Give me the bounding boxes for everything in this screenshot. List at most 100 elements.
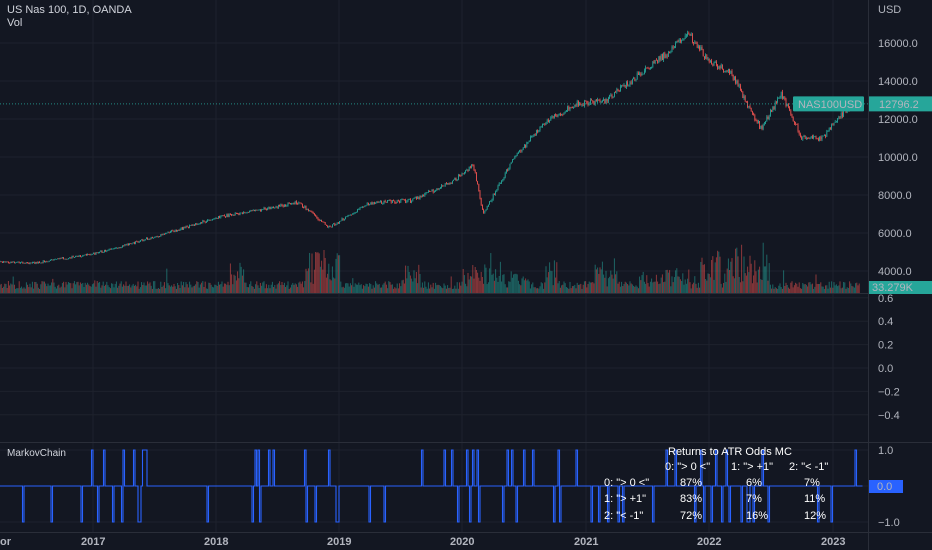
candle-body bbox=[129, 243, 130, 245]
volume-bar bbox=[461, 281, 463, 293]
volume-bar bbox=[347, 283, 349, 293]
volume-bar bbox=[78, 285, 80, 293]
volume-bar bbox=[101, 285, 103, 293]
candle-body bbox=[803, 135, 805, 137]
volume-bar bbox=[580, 283, 582, 293]
candle-body bbox=[225, 216, 226, 218]
volume-bar bbox=[515, 273, 517, 293]
volume-bar bbox=[196, 281, 198, 293]
volume-bar bbox=[551, 271, 553, 293]
candle-body bbox=[9, 262, 10, 264]
candle-body bbox=[573, 106, 574, 108]
candle-body bbox=[814, 136, 816, 138]
volume-bar bbox=[558, 281, 560, 293]
volume-bar bbox=[840, 288, 842, 293]
volume-bar bbox=[592, 282, 594, 293]
volume-bar bbox=[774, 287, 776, 293]
volume-bar bbox=[525, 278, 527, 293]
candle-body bbox=[220, 216, 222, 218]
candle-body bbox=[272, 206, 273, 208]
candle-body bbox=[165, 233, 166, 235]
indicator-name[interactable]: MarkovChain bbox=[7, 448, 66, 459]
volume-bar bbox=[731, 258, 733, 293]
candle-body bbox=[426, 192, 428, 194]
volume-bar bbox=[433, 288, 435, 293]
candle-body bbox=[261, 209, 262, 211]
volume-bar bbox=[203, 286, 205, 293]
candle-body bbox=[132, 242, 134, 244]
candle-body bbox=[618, 90, 620, 92]
candle-body bbox=[2, 261, 3, 263]
candle-body bbox=[17, 261, 19, 263]
candle-body bbox=[0, 261, 2, 263]
volume-bar bbox=[721, 287, 723, 293]
candle-body bbox=[219, 216, 220, 218]
candle-body bbox=[429, 190, 430, 192]
candle-body bbox=[531, 136, 532, 138]
candle-body bbox=[815, 136, 817, 139]
candle-body bbox=[135, 241, 136, 244]
volume-bar bbox=[322, 269, 324, 293]
candle-body bbox=[470, 166, 471, 168]
volume-bar bbox=[694, 276, 696, 293]
candle-body bbox=[239, 212, 241, 215]
candle-body bbox=[195, 223, 196, 226]
candle-body bbox=[310, 210, 312, 212]
volume-bar bbox=[331, 266, 333, 293]
candle-body bbox=[582, 104, 584, 106]
volume-bar bbox=[336, 253, 338, 293]
candle-body bbox=[399, 200, 400, 203]
candle-body bbox=[148, 238, 150, 240]
candle-body bbox=[69, 257, 70, 259]
volume-bar bbox=[654, 281, 656, 293]
volume-bar bbox=[414, 278, 416, 293]
volume-bar bbox=[371, 288, 373, 293]
volume-bar bbox=[591, 282, 593, 293]
volume-bar bbox=[376, 283, 378, 293]
volume-bar bbox=[84, 282, 86, 293]
candle-body bbox=[425, 192, 427, 194]
candle-body bbox=[536, 130, 537, 136]
volume-bar bbox=[174, 286, 176, 293]
volume-bar bbox=[105, 284, 107, 293]
volume-bar bbox=[687, 278, 689, 293]
volume-bar bbox=[605, 270, 607, 293]
candle-body bbox=[336, 222, 338, 225]
candle-body bbox=[245, 212, 247, 214]
volume-bar bbox=[581, 288, 583, 293]
volume-bar bbox=[355, 284, 357, 293]
volume-bar bbox=[397, 288, 399, 293]
volume-bar bbox=[683, 284, 685, 293]
volume-bar bbox=[335, 258, 337, 293]
candle-body bbox=[297, 203, 298, 205]
candle-body bbox=[808, 138, 810, 139]
volume-bar bbox=[847, 288, 849, 293]
volume-legend-label[interactable]: Vol bbox=[7, 17, 23, 29]
candle-body bbox=[88, 254, 90, 255]
candle-body bbox=[585, 100, 586, 102]
volume-bar bbox=[207, 288, 209, 293]
table-row-label: 0: "> 0 <" bbox=[604, 477, 649, 489]
volume-bar bbox=[389, 282, 391, 293]
candle-body bbox=[790, 110, 792, 115]
volume-bar bbox=[797, 286, 799, 293]
volume-bar bbox=[514, 273, 516, 293]
candle-body bbox=[438, 188, 440, 190]
indicator-badge-text: 0.0 bbox=[877, 481, 892, 493]
volume-bar bbox=[297, 286, 299, 293]
candle-body bbox=[352, 213, 354, 215]
volume-bar bbox=[23, 287, 25, 293]
volume-bar bbox=[557, 283, 559, 293]
volume-bar bbox=[445, 288, 447, 293]
candle-body bbox=[374, 202, 375, 204]
volume-bar bbox=[141, 282, 143, 293]
volume-bar bbox=[802, 282, 804, 293]
candle-body bbox=[658, 56, 660, 63]
volume-bar bbox=[582, 284, 584, 293]
symbol-title[interactable]: US Nas 100, 1D, OANDA bbox=[7, 4, 132, 16]
volume-bar bbox=[264, 288, 266, 293]
candle-body bbox=[831, 124, 832, 129]
candle-body bbox=[76, 255, 78, 257]
volume-bar bbox=[858, 283, 860, 293]
